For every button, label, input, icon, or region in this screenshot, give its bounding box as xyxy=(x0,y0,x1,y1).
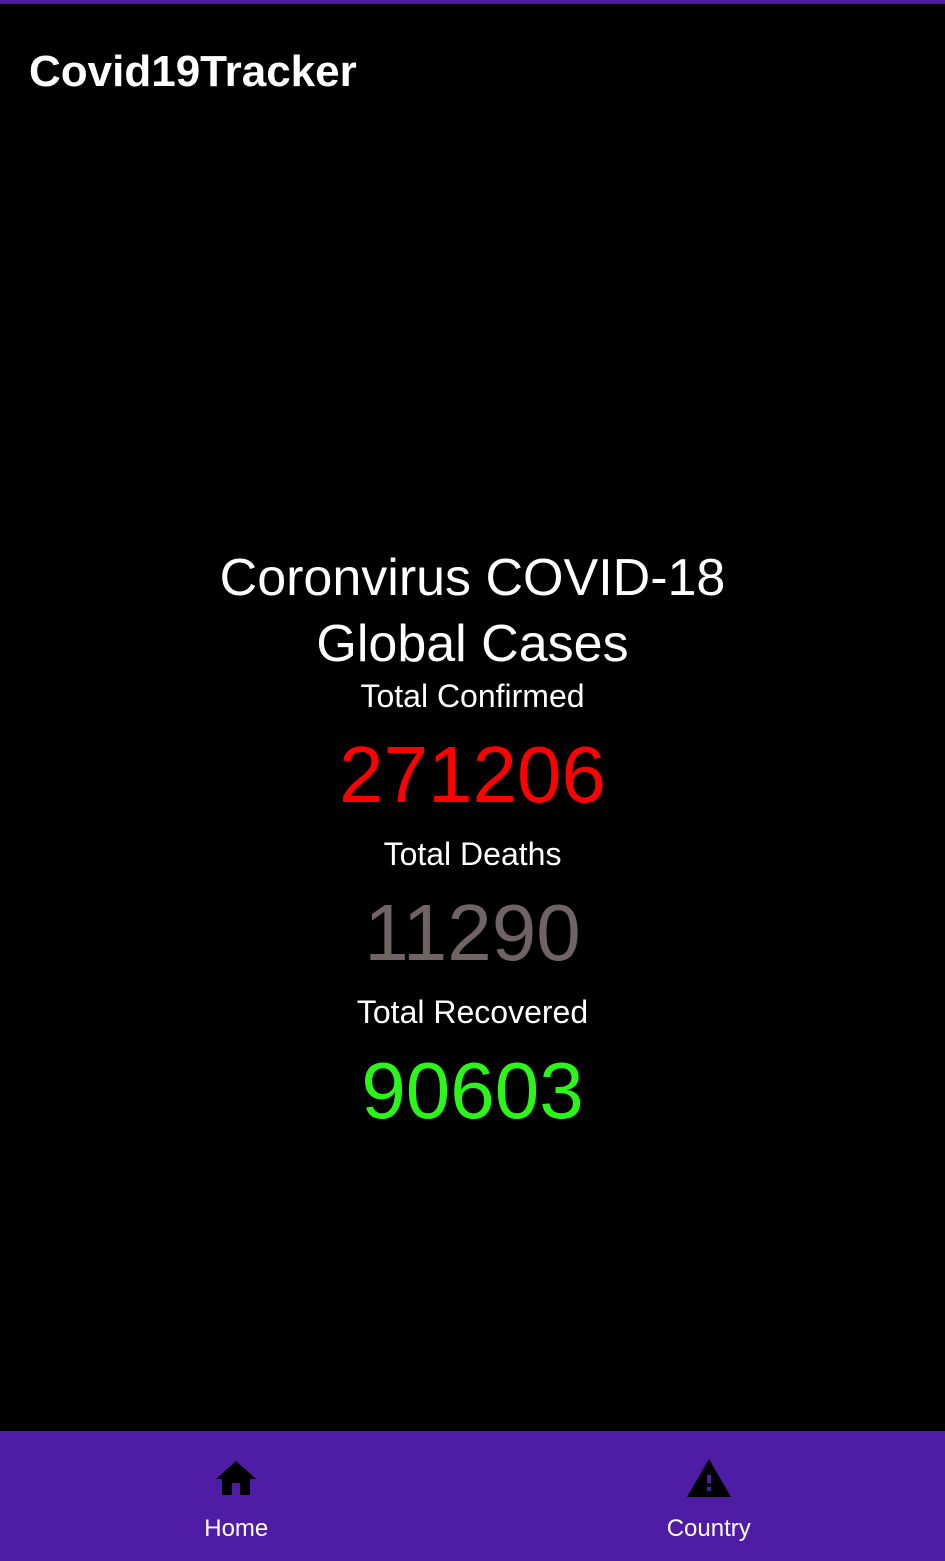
total-recovered-value: 90603 xyxy=(361,1046,584,1135)
nav-label-country: Country xyxy=(666,1515,751,1542)
nav-item-country[interactable]: Country xyxy=(473,1431,945,1561)
global-cases-panel: Coronvirus COVID-18 Global Cases Total C… xyxy=(0,545,945,1151)
headline-line-2: Global Cases xyxy=(316,615,629,673)
nav-item-home[interactable]: Home xyxy=(0,1431,473,1561)
total-recovered-label: Total Recovered xyxy=(356,994,589,1030)
total-confirmed-value: 271206 xyxy=(339,730,606,819)
nav-label-home: Home xyxy=(204,1515,269,1542)
home-icon xyxy=(212,1455,260,1503)
bottom-navigation: Home Country xyxy=(0,1431,945,1561)
app-title: Covid19Tracker xyxy=(29,47,357,96)
total-confirmed-label: Total Confirmed xyxy=(360,678,585,714)
app-bar: Covid19Tracker xyxy=(0,4,945,134)
total-deaths-label: Total Deaths xyxy=(383,836,562,872)
top-accent-bar xyxy=(0,0,945,4)
warning-icon xyxy=(685,1455,733,1503)
headline-line-1: Coronvirus COVID-18 xyxy=(219,549,726,607)
total-deaths-value: 11290 xyxy=(364,888,581,977)
